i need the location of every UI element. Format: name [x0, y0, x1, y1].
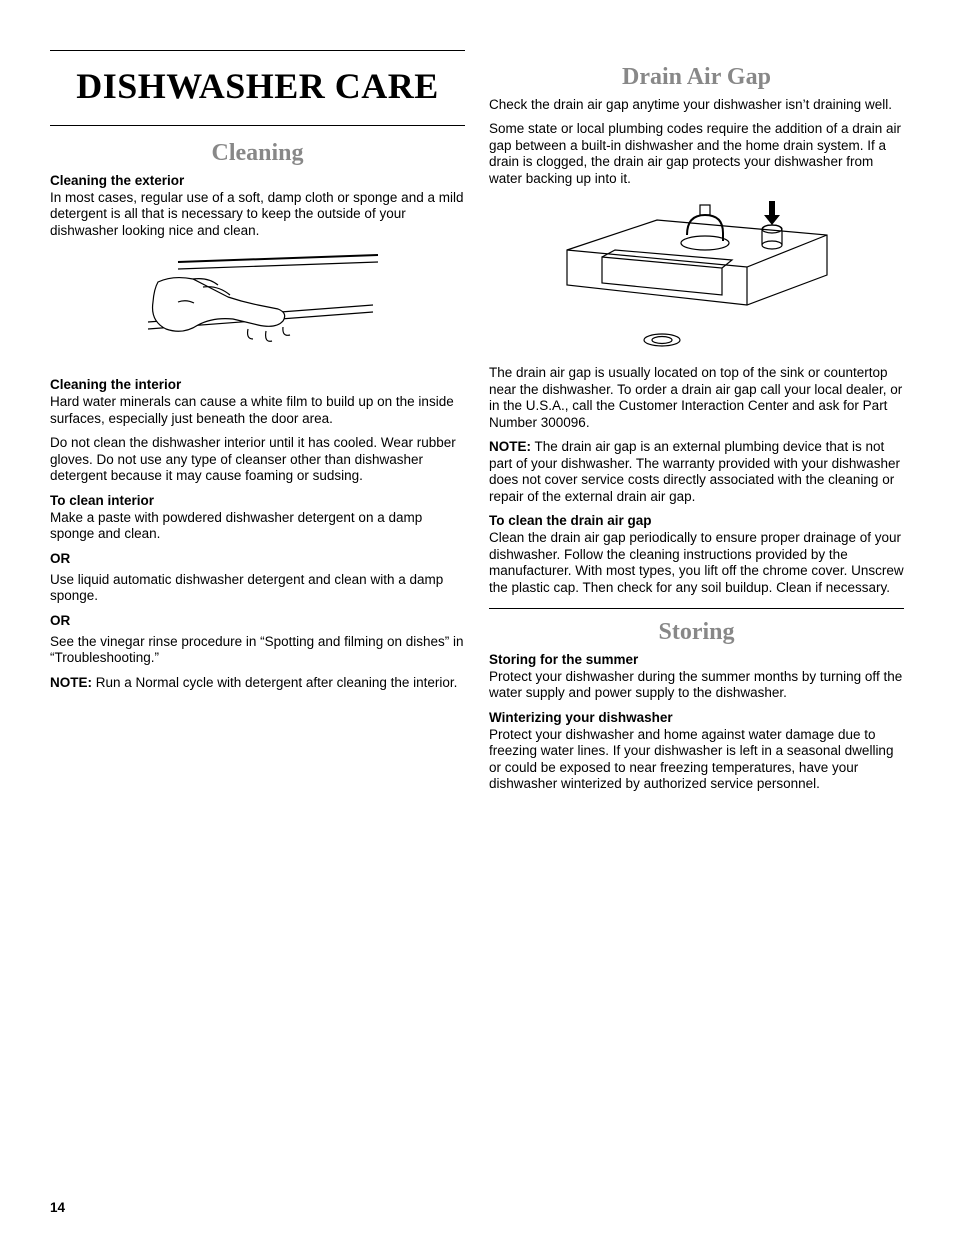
cleaning-note: NOTE: Run a Normal cycle with detergent … [50, 675, 465, 691]
note-body: Run a Normal cycle with detergent after … [92, 675, 457, 690]
to-clean-interior-heading: To clean interior [50, 493, 465, 508]
drain-body-3: The drain air gap is usually located on … [489, 365, 904, 431]
drain-body-1: Check the drain air gap anytime your dis… [489, 97, 904, 113]
or-1: OR [50, 551, 465, 566]
to-clean-drain-heading: To clean the drain air gap [489, 513, 904, 528]
two-column-layout: DISHWASHER CARE Cleaning Cleaning the ex… [50, 50, 904, 801]
interior-body-2: Do not clean the dishwasher interior unt… [50, 435, 465, 484]
storing-section-title: Storing [489, 619, 904, 646]
section-divider [489, 608, 904, 609]
note-label: NOTE: [50, 675, 92, 690]
drain-section-title: Drain Air Gap [489, 64, 904, 91]
winter-body: Protect your dishwasher and home against… [489, 727, 904, 793]
cleaning-section-title: Cleaning [50, 140, 465, 167]
right-column: Drain Air Gap Check the drain air gap an… [489, 50, 904, 801]
summer-heading: Storing for the summer [489, 652, 904, 667]
hand-wipe-illustration [118, 247, 398, 367]
exterior-heading: Cleaning the exterior [50, 173, 465, 188]
page-title: DISHWASHER CARE [50, 50, 465, 126]
drain-note-body: The drain air gap is an external plumbin… [489, 439, 900, 503]
drain-body-2: Some state or local plumbing codes requi… [489, 121, 904, 187]
left-column: DISHWASHER CARE Cleaning Cleaning the ex… [50, 50, 465, 801]
to-clean-drain-body: Clean the drain air gap periodically to … [489, 530, 904, 596]
exterior-body: In most cases, regular use of a soft, da… [50, 190, 465, 239]
summer-body: Protect your dishwasher during the summe… [489, 669, 904, 702]
drain-note: NOTE: The drain air gap is an external p… [489, 439, 904, 505]
winter-heading: Winterizing your dishwasher [489, 710, 904, 725]
interior-body-1: Hard water minerals can cause a white fi… [50, 394, 465, 427]
sink-illustration [547, 195, 847, 355]
to-clean-body-1: Make a paste with powdered dishwasher de… [50, 510, 465, 543]
to-clean-body-2: Use liquid automatic dishwasher detergen… [50, 572, 465, 605]
drain-note-label: NOTE: [489, 439, 531, 454]
to-clean-body-3: See the vinegar rinse procedure in “Spot… [50, 634, 465, 667]
page-number: 14 [50, 1200, 65, 1215]
or-2: OR [50, 613, 465, 628]
interior-heading: Cleaning the interior [50, 377, 465, 392]
